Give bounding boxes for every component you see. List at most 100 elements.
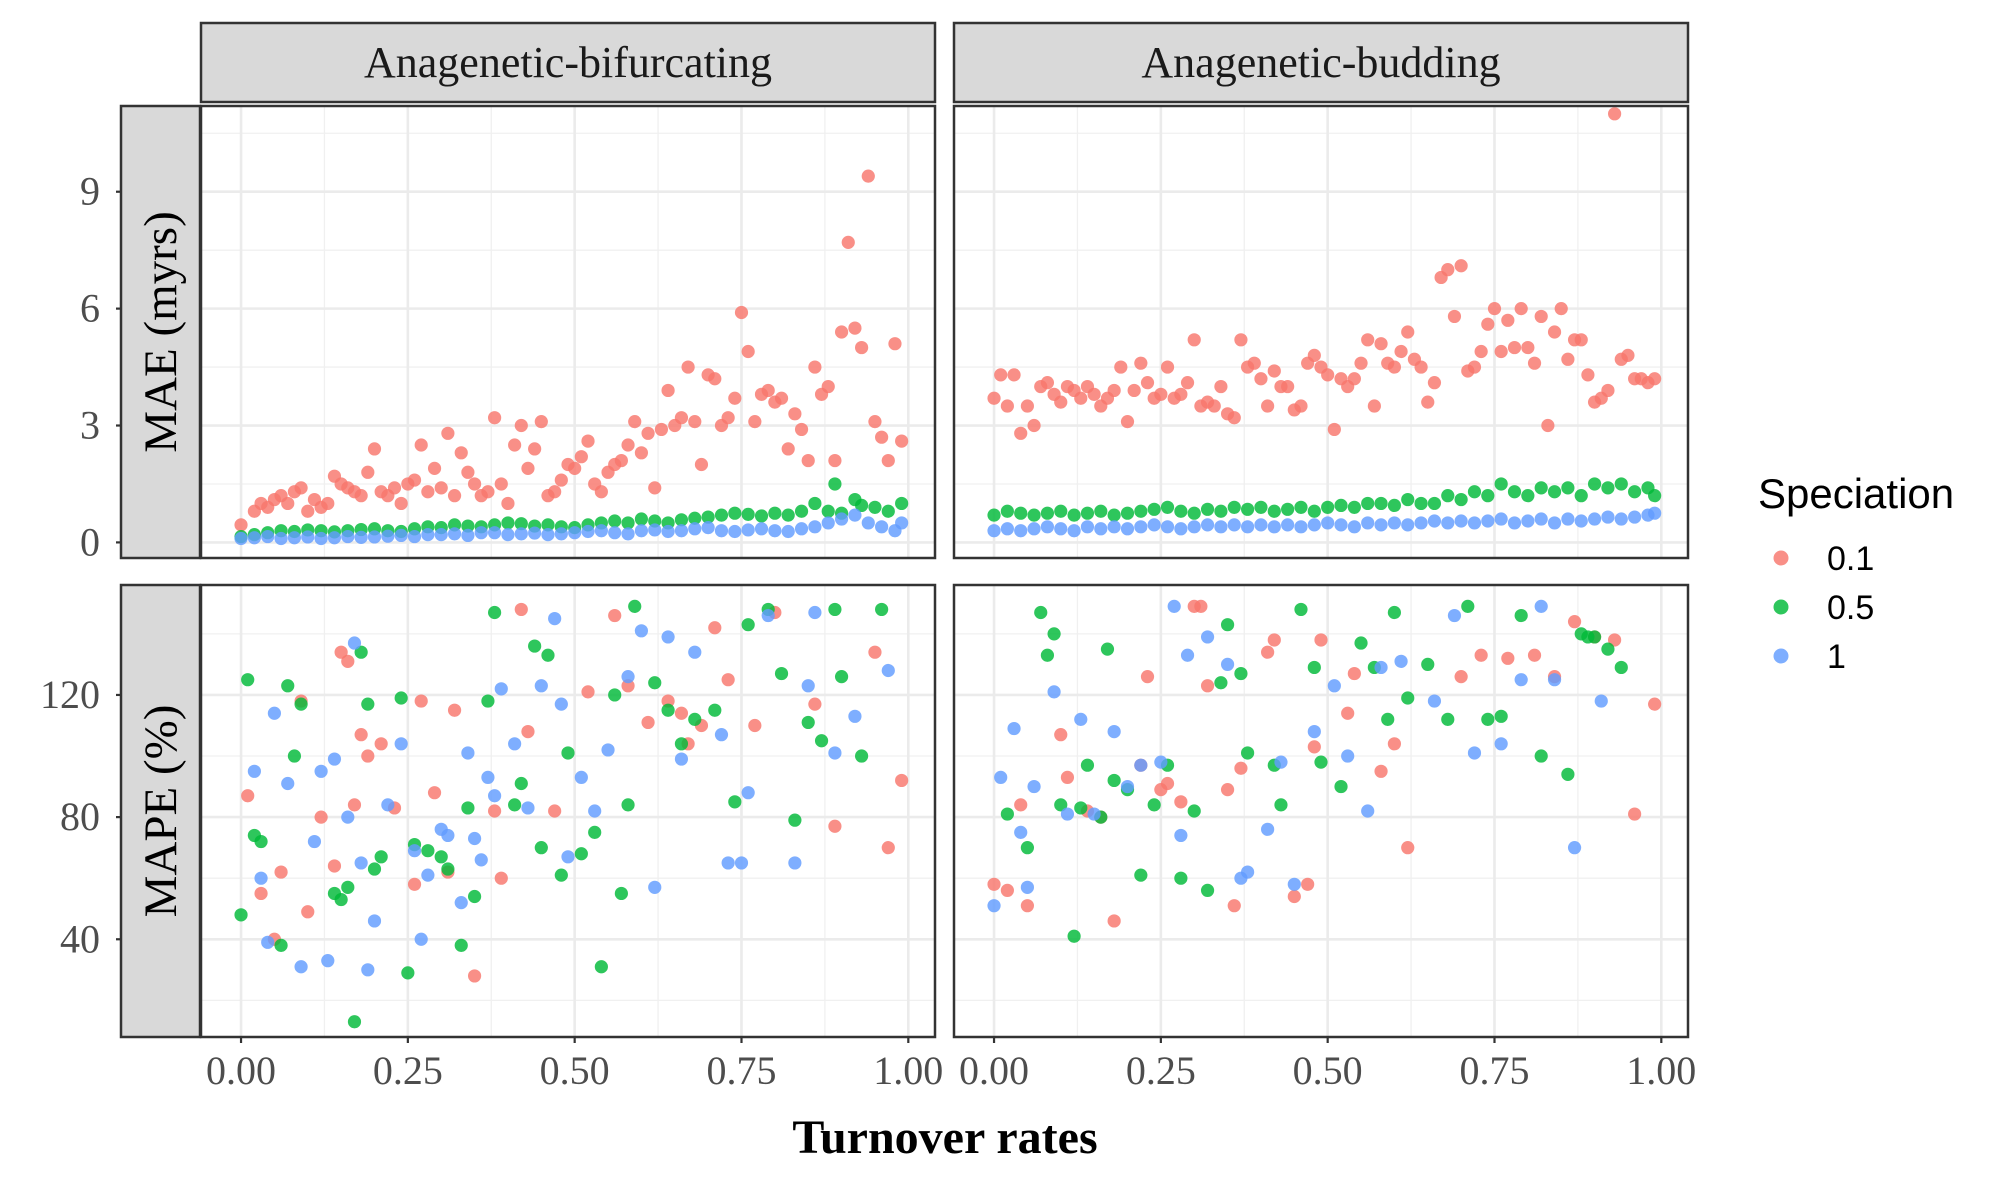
data-point xyxy=(808,605,822,620)
data-point xyxy=(534,841,548,855)
series-speciation-1 xyxy=(987,506,1662,538)
data-point xyxy=(534,415,548,429)
data-point xyxy=(1007,721,1021,736)
data-point xyxy=(341,880,355,894)
data-point xyxy=(1454,670,1468,684)
data-point xyxy=(1561,512,1575,526)
data-point xyxy=(1567,615,1582,629)
data-point xyxy=(1174,387,1188,401)
data-point xyxy=(1147,502,1161,516)
data-point xyxy=(488,526,502,540)
data-point xyxy=(274,938,288,952)
data-point xyxy=(421,528,435,542)
data-point xyxy=(1581,368,1595,382)
data-point xyxy=(1054,395,1068,409)
data-point xyxy=(1427,496,1442,511)
data-point xyxy=(254,886,268,901)
data-point xyxy=(354,645,368,659)
data-point xyxy=(1014,825,1028,839)
data-point xyxy=(688,645,702,659)
data-point xyxy=(494,871,508,885)
data-point xyxy=(1127,383,1141,398)
data-point xyxy=(1107,724,1121,739)
data-point xyxy=(1261,399,1275,413)
y-tick-label: 6 xyxy=(80,286,100,331)
data-point xyxy=(427,786,442,800)
data-point xyxy=(674,513,689,527)
data-point xyxy=(848,709,862,723)
data-point xyxy=(354,856,368,870)
data-point xyxy=(1067,508,1081,522)
data-point xyxy=(394,737,408,751)
data-point xyxy=(1307,518,1321,532)
data-point xyxy=(801,453,815,468)
data-point xyxy=(1307,348,1321,362)
data-point xyxy=(501,516,515,530)
data-point xyxy=(474,853,488,867)
data-point xyxy=(895,496,909,511)
data-point xyxy=(1080,758,1095,772)
data-point xyxy=(754,522,769,536)
data-point xyxy=(621,527,635,541)
data-point xyxy=(461,746,475,760)
data-point xyxy=(788,856,802,870)
data-point xyxy=(1007,368,1021,382)
data-point xyxy=(447,489,462,503)
data-point xyxy=(628,599,642,613)
data-point xyxy=(1474,648,1488,662)
data-point xyxy=(1187,804,1201,818)
data-point xyxy=(381,529,395,543)
data-point xyxy=(1601,383,1615,398)
data-point xyxy=(661,383,675,398)
data-point xyxy=(1467,516,1482,530)
data-point xyxy=(1494,709,1508,723)
data-point xyxy=(1180,648,1195,662)
data-point xyxy=(641,715,655,730)
data-point xyxy=(741,507,755,521)
data-point xyxy=(1087,387,1101,401)
data-point xyxy=(1561,352,1575,366)
x-tick-label: 0.75 xyxy=(1459,1048,1529,1093)
legend-title: Speciation xyxy=(1758,470,1954,517)
data-point xyxy=(1200,502,1215,516)
data-point xyxy=(608,608,622,623)
data-point xyxy=(987,391,1001,405)
data-point xyxy=(674,524,689,538)
data-point xyxy=(1341,706,1355,720)
strip-col-bifurcating xyxy=(199,21,937,104)
data-point xyxy=(654,422,669,437)
data-point xyxy=(621,516,635,530)
series-speciation-1 xyxy=(987,599,1608,913)
data-point xyxy=(1347,520,1361,534)
strip-row-mae xyxy=(119,104,202,560)
data-point xyxy=(1648,489,1662,503)
data-point xyxy=(828,819,842,833)
data-point xyxy=(594,960,608,974)
data-point xyxy=(1554,302,1568,316)
data-point xyxy=(1467,485,1482,499)
data-point xyxy=(1254,500,1268,514)
data-point xyxy=(354,530,368,544)
data-point xyxy=(1241,502,1255,516)
legend-key-0.1 xyxy=(1773,550,1789,566)
data-point xyxy=(1287,877,1301,891)
data-point xyxy=(1227,899,1241,913)
y-tick-label: 80 xyxy=(60,794,100,839)
data-point xyxy=(1107,508,1121,522)
data-point xyxy=(548,804,562,818)
data-point xyxy=(467,831,482,846)
data-point xyxy=(1174,871,1188,885)
data-point xyxy=(588,825,602,839)
data-point xyxy=(514,602,528,617)
data-point xyxy=(875,430,889,444)
data-point xyxy=(1454,492,1468,507)
data-point xyxy=(808,360,822,374)
data-point xyxy=(1254,372,1268,386)
data-point xyxy=(301,504,315,518)
data-point xyxy=(1327,679,1341,693)
data-point xyxy=(1601,642,1615,656)
data-point xyxy=(1234,761,1248,775)
data-point xyxy=(741,786,755,800)
data-point xyxy=(1361,804,1375,818)
data-point xyxy=(594,485,608,499)
